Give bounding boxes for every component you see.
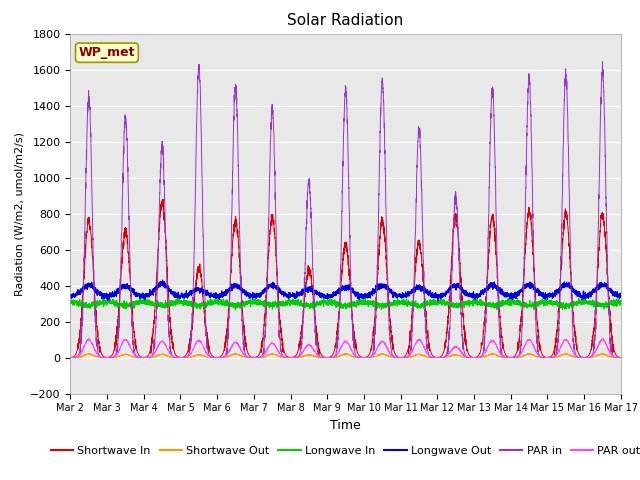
X-axis label: Time: Time <box>330 419 361 432</box>
Text: WP_met: WP_met <box>79 46 135 59</box>
Legend: Shortwave In, Shortwave Out, Longwave In, Longwave Out, PAR in, PAR out: Shortwave In, Shortwave Out, Longwave In… <box>46 441 640 460</box>
Y-axis label: Radiation (W/m2, umol/m2/s): Radiation (W/m2, umol/m2/s) <box>15 132 24 296</box>
Title: Solar Radiation: Solar Radiation <box>287 13 404 28</box>
